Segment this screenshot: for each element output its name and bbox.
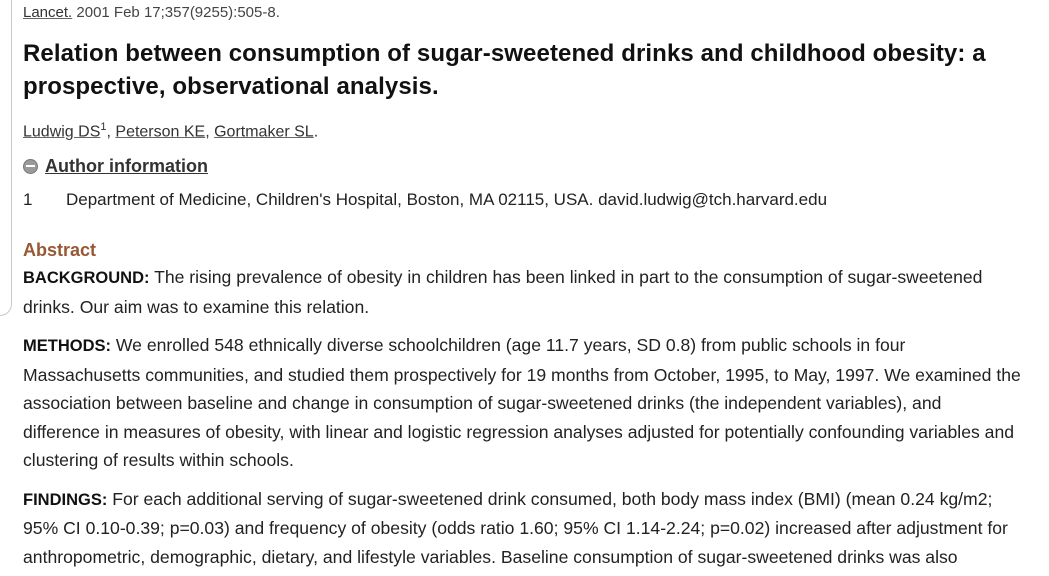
author-affiliation-marker: 1 [100, 121, 107, 133]
methods-label: METHODS: [23, 337, 111, 356]
author-information-link[interactable]: Author information [45, 155, 208, 176]
article-content: Lancet. 2001 Feb 17;357(9255):505-8. Rel… [23, 0, 1023, 576]
abstract-heading: Abstract [23, 240, 97, 261]
minus-circle-icon[interactable] [23, 158, 38, 174]
affiliation-number: 1 [23, 190, 33, 210]
methods-text: We enrolled 548 ethnically diverse schoo… [23, 335, 1021, 471]
background-label: BACKGROUND: [23, 269, 150, 288]
affiliation-text: Department of Medicine, Children's Hospi… [66, 190, 828, 210]
background-text: The rising prevalence of obesity in chil… [23, 267, 983, 317]
left-panel-border [0, 0, 12, 316]
author-list-end: . [313, 123, 319, 141]
article-title: Relation between consumption of sugar-sw… [23, 40, 986, 100]
citation-details: 2001 Feb 17;357(9255):505-8. [72, 4, 280, 21]
journal-link[interactable]: Lancet. [23, 4, 73, 21]
author-link[interactable]: Ludwig DS [23, 123, 101, 141]
author-link[interactable]: Peterson KE [115, 123, 206, 141]
affiliation-item: 1 Department of Medicine, Children's Hos… [23, 188, 1023, 212]
author-information-toggle[interactable]: Author information [23, 154, 1023, 178]
author-separator: , [205, 123, 215, 141]
abstract-background: BACKGROUND: The rising prevalence of obe… [23, 263, 1023, 321]
author-list: Ludwig DS1, Peterson KE, Gortmaker SL. [23, 116, 1023, 143]
findings-text: For each additional serving of sugar-swe… [23, 488, 1008, 576]
abstract-findings: FINDINGS: For each additional serving of… [23, 485, 1023, 576]
abstract-methods: METHODS: We enrolled 548 ethnically dive… [23, 331, 1023, 475]
findings-label: FINDINGS: [23, 490, 108, 509]
citation: Lancet. 2001 Feb 17;357(9255):505-8. [23, 2, 1023, 24]
author-separator: , [106, 123, 116, 141]
author-link[interactable]: Gortmaker SL [214, 123, 314, 141]
